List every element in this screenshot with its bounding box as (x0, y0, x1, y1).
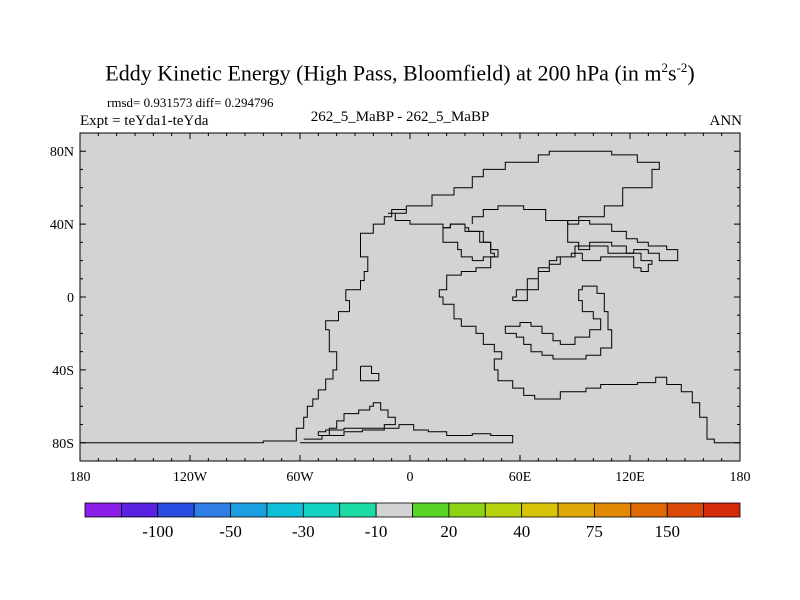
x-tick-label: 60E (509, 470, 532, 485)
colorbar-swatch (448, 502, 486, 518)
y-tick-label: 80N (50, 145, 74, 160)
colorbar-swatch (84, 502, 122, 518)
colorbar-swatch (521, 502, 559, 518)
colorbar-label: 150 (654, 522, 680, 541)
colorbar-label: 75 (586, 522, 603, 541)
plot-area (80, 133, 740, 461)
case-label: 262_5_MaBP - 262_5_MaBP (310, 109, 490, 125)
contour-line (300, 424, 514, 444)
plot-frame (79, 132, 741, 462)
x-tick-label: 0 (407, 470, 414, 485)
colorbar-swatch (484, 502, 523, 518)
y-tick-label: 0 (67, 291, 74, 306)
colorbar-swatch (703, 502, 741, 518)
contour-line (442, 223, 495, 262)
chart-title: Eddy Kinetic Energy (High Pass, Bloomfie… (0, 60, 800, 86)
expt-label: Expt = teYda1-teYda (80, 113, 209, 129)
contour-line (567, 220, 679, 262)
colorbar-label: -10 (365, 522, 388, 541)
contour-line (80, 205, 740, 444)
colorbar-swatch (339, 502, 377, 518)
x-tick-label: 120E (615, 470, 645, 485)
title-sup2: -2 (676, 60, 688, 75)
title-sup1: 2 (661, 60, 669, 75)
contour-layer (80, 150, 740, 444)
title-main: Eddy Kinetic Energy (High Pass, Bloomfie… (105, 60, 662, 86)
x-tick-label: 120W (173, 470, 208, 485)
colorbar-swatch (412, 502, 450, 518)
colorbar-swatch (230, 502, 268, 518)
colorbar-label: -30 (292, 522, 315, 541)
colorbar-swatch (266, 502, 304, 518)
colorbar-swatch (557, 502, 595, 518)
colorbar-swatch (120, 502, 159, 518)
x-tick-label: 180 (70, 470, 91, 485)
colorbar-label: -50 (219, 522, 242, 541)
colorbar-swatch (302, 502, 341, 518)
colorbar-swatch (375, 502, 413, 518)
stats-text: rmsd= 0.931573 diff= 0.294796 (107, 95, 274, 110)
contour-line (512, 241, 653, 302)
title-close: ) (687, 60, 695, 86)
title-mid: s (668, 60, 677, 86)
contour-line (504, 285, 613, 360)
colorbar: -100 -50 -30 -10 20 40 75 150 (84, 502, 741, 541)
y-tick-label: 40S (52, 364, 74, 379)
x-tick-label: 180 (730, 470, 751, 485)
colorbar-label: 20 (440, 522, 457, 541)
contour-line (406, 150, 660, 225)
colorbar-swatch (666, 502, 705, 518)
contour-line (360, 365, 380, 382)
colorbar-swatch (157, 502, 195, 518)
y-tick-label: 80S (52, 437, 74, 452)
colorbar-label: -100 (142, 522, 173, 541)
x-tick-label: 60W (286, 470, 314, 485)
y-tick-label: 40N (50, 218, 74, 233)
colorbar-swatch (630, 502, 668, 518)
season-label: ANN (709, 113, 743, 129)
colorbar-swatch (594, 502, 632, 518)
colorbar-swatch (193, 502, 231, 518)
contour-line (317, 402, 396, 436)
colorbar-label: 40 (513, 522, 530, 541)
